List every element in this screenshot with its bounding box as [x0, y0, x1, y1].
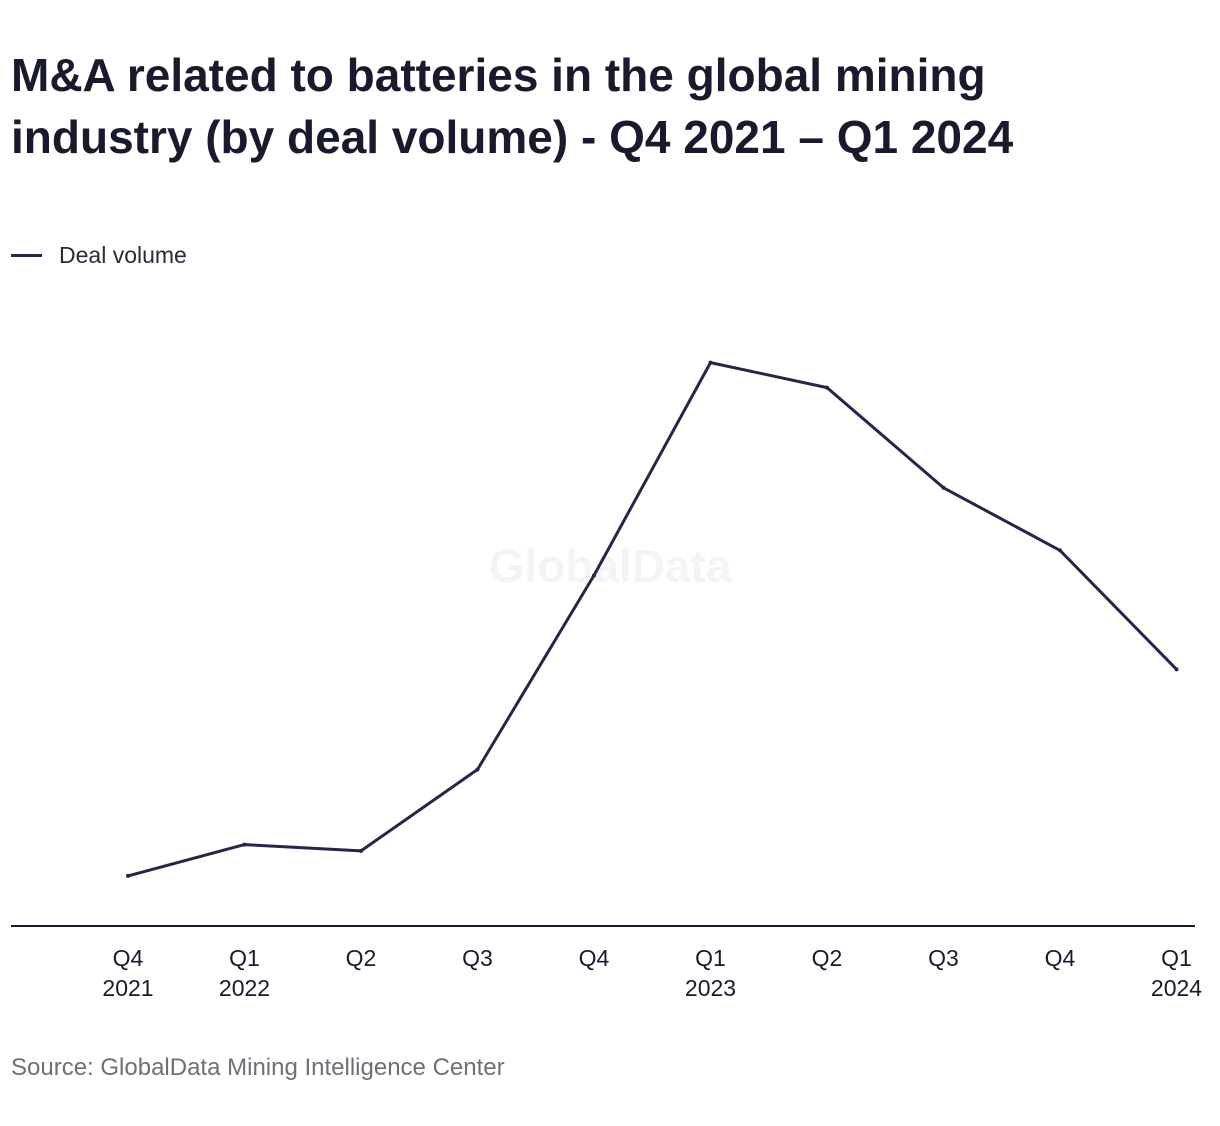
x-tick-label: Q1 2024	[1151, 945, 1202, 1001]
data-point	[941, 485, 946, 490]
data-point	[359, 848, 363, 853]
x-tick-label: Q4 2021	[102, 945, 153, 1001]
chart-title-line-1: M&A related to batteries in the global m…	[11, 49, 986, 101]
data-point	[475, 767, 480, 772]
chart-title: M&A related to batteries in the global m…	[11, 44, 1191, 168]
x-tick-label: Q4	[579, 945, 610, 971]
chart-title-line-2: industry (by deal volume) - Q4 2021 – Q1…	[11, 111, 1014, 163]
source-note: Source: GlobalData Mining Intelligence C…	[11, 1054, 505, 1081]
data-point	[1174, 667, 1179, 672]
x-tick-label: Q1 2023	[685, 945, 736, 1001]
data-point	[708, 360, 713, 365]
series-line-deal-volume	[127, 361, 1178, 878]
x-tick-label: Q3	[462, 945, 493, 971]
legend-swatch-deal-volume	[11, 254, 42, 257]
x-tick-label: Q2	[812, 945, 843, 971]
x-tick-label: Q2	[346, 945, 377, 971]
x-tick-label: Q3	[928, 945, 959, 971]
data-point	[126, 873, 130, 878]
x-tick-label: Q4	[1045, 945, 1076, 971]
data-point	[242, 842, 247, 847]
x-tick-label: Q1 2022	[219, 945, 270, 1001]
data-point	[1058, 548, 1062, 553]
data-point	[825, 385, 829, 390]
legend: Deal volume	[11, 242, 187, 269]
legend-label-deal-volume: Deal volume	[59, 242, 187, 268]
data-point	[592, 573, 596, 578]
